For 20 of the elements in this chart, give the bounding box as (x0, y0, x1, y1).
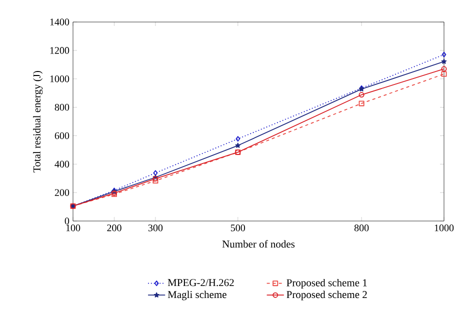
x-tick-label: 100 (66, 224, 80, 232)
y-tick-label: 600 (54, 132, 70, 140)
legend-label: Proposed scheme 2 (286, 290, 367, 300)
y-tick-label: 200 (54, 189, 70, 196)
x-axis-title: Number of nodes (222, 240, 295, 248)
x-tick-label: 500 (230, 224, 246, 232)
y-axis-title: Total residual energy (J) (33, 70, 43, 172)
legend-label: Proposed scheme 1 (286, 278, 367, 288)
y-tick-label: 1200 (50, 47, 70, 54)
y-tick-label: 1400 (50, 18, 70, 26)
y-tick-label: 1000 (50, 75, 70, 82)
y-tick-label: 400 (54, 160, 70, 168)
x-tick-label: 200 (107, 224, 122, 232)
x-tick-label: 1000 (434, 224, 454, 232)
legend-label: MPEG-2/H.262 (168, 279, 234, 286)
x-tick-label: 300 (148, 224, 163, 232)
legend-label: Magli scheme (168, 290, 226, 300)
x-tick-label: 800 (354, 224, 369, 232)
y-tick-label: 0 (64, 218, 70, 224)
y-tick-label: 800 (54, 104, 70, 111)
